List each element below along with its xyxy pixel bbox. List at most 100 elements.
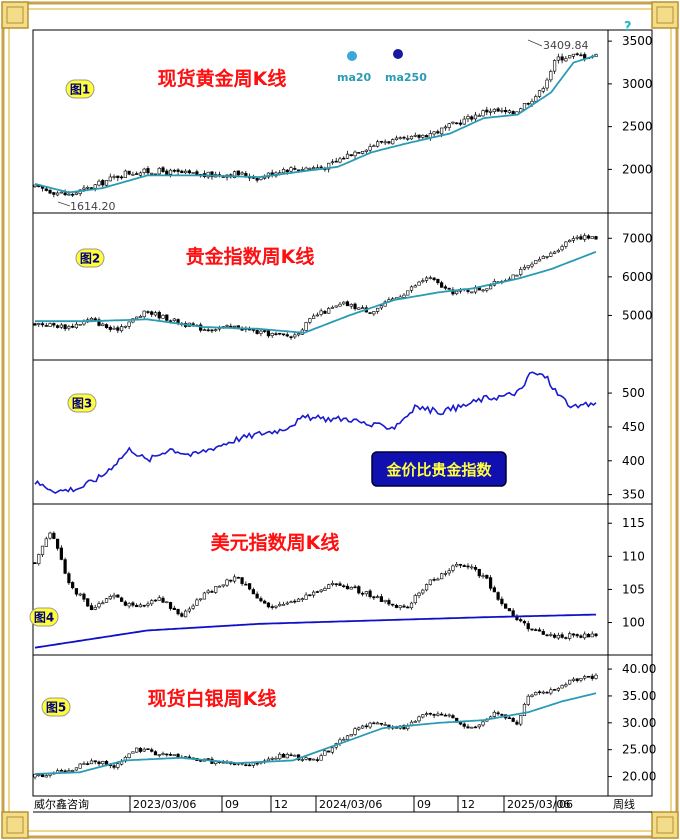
candle-body <box>443 714 448 717</box>
candle-body <box>488 110 493 113</box>
candle-body <box>101 180 105 186</box>
candle-body <box>300 598 304 601</box>
candle-body <box>594 236 598 240</box>
candle-body <box>285 602 289 605</box>
candle-body <box>447 570 451 574</box>
candle-body <box>74 767 79 771</box>
candle-body <box>55 538 60 549</box>
label-layer: 3500 3000 2500 2000 3409.84 1614.20 图1 现货黄金周K线 7… <box>29 34 656 784</box>
candle-body <box>552 634 557 638</box>
candle-body <box>564 241 568 247</box>
candle-body <box>48 323 52 327</box>
candle-body <box>424 277 429 281</box>
candle-body <box>183 170 188 174</box>
candle-body <box>481 575 485 578</box>
candle-body <box>466 116 470 120</box>
date-tick-label: 06 <box>559 798 573 811</box>
candle-body <box>586 235 591 239</box>
candle-body <box>319 755 323 761</box>
candle-body <box>281 169 286 174</box>
candle-body <box>101 323 105 326</box>
candle-body <box>150 600 154 605</box>
candle-body <box>78 593 82 596</box>
candle-body <box>157 311 161 319</box>
fig3-ratio-line <box>34 371 597 495</box>
candle-body <box>541 691 545 694</box>
candle-body <box>278 753 282 760</box>
candle-body <box>556 250 560 253</box>
candle-body <box>327 308 331 314</box>
candle-body <box>496 712 500 715</box>
candle-body <box>556 634 560 639</box>
candle-body <box>556 687 560 691</box>
candle-body <box>210 171 214 178</box>
y-tick-label: 2000 <box>622 162 653 176</box>
y-tick-label: 25.00 <box>622 743 656 757</box>
candle-body <box>285 753 289 759</box>
candle-body <box>93 318 97 321</box>
candle-body <box>116 763 120 768</box>
candle-body <box>594 674 598 679</box>
candle-body <box>82 593 86 600</box>
fig4-badge <box>29 607 59 627</box>
candle-body <box>466 726 470 729</box>
candle-body <box>89 187 94 189</box>
fig1-moving-average-line <box>34 54 597 194</box>
candle-body <box>387 600 391 605</box>
candle-body <box>579 54 583 57</box>
candle-body <box>575 236 579 239</box>
candle-body <box>263 330 267 332</box>
candle-body <box>549 71 553 81</box>
candle-body <box>176 169 180 172</box>
source-label: 威尔鑫咨询 <box>34 797 89 811</box>
candle-body <box>116 175 120 179</box>
candle-body <box>312 167 316 170</box>
candle-body <box>289 167 293 172</box>
candle-body <box>360 307 365 309</box>
candle-body <box>168 602 173 609</box>
candle-body <box>89 760 94 765</box>
help-icon[interactable]: ? <box>624 20 632 35</box>
candle-body <box>116 594 120 598</box>
candle-body <box>266 602 271 608</box>
fig1-title: 现货黄金周K线 <box>158 67 287 90</box>
candle-body <box>71 770 75 772</box>
candle-body <box>447 714 451 717</box>
candle-body <box>440 573 444 580</box>
candle-body <box>537 629 542 632</box>
candle-body <box>421 589 425 594</box>
candle-body <box>583 235 587 240</box>
candle-body <box>330 161 335 164</box>
candle-body <box>488 577 493 589</box>
candle-body <box>259 330 263 334</box>
candle-body <box>293 600 297 603</box>
candle-body <box>116 327 120 331</box>
candle-body <box>127 170 131 175</box>
candle-body <box>266 758 271 762</box>
candle-body <box>342 585 346 588</box>
candle-body <box>436 578 440 581</box>
candle-body <box>451 715 455 719</box>
candle-body <box>447 287 451 290</box>
y-tick-label: 40.00 <box>622 662 656 676</box>
fig4-title: 美元指数周K线 <box>211 531 340 554</box>
candle-body <box>255 330 259 334</box>
candle-body <box>552 251 557 254</box>
candle-body <box>289 754 293 757</box>
candle-body <box>315 314 319 317</box>
candle-body <box>104 180 109 186</box>
candle-body <box>349 154 353 157</box>
candle-body <box>541 631 545 635</box>
candle-body <box>183 610 188 618</box>
candle-body <box>101 761 105 765</box>
candle-body <box>481 721 485 726</box>
candle-body <box>112 176 116 178</box>
candle-body <box>52 192 56 195</box>
candle-body <box>259 598 263 602</box>
candle-body <box>549 634 553 636</box>
candle-body <box>372 145 376 148</box>
candle-body <box>63 770 67 773</box>
candle-body <box>157 754 161 756</box>
candle-body <box>210 591 214 593</box>
candle-body <box>108 326 112 330</box>
